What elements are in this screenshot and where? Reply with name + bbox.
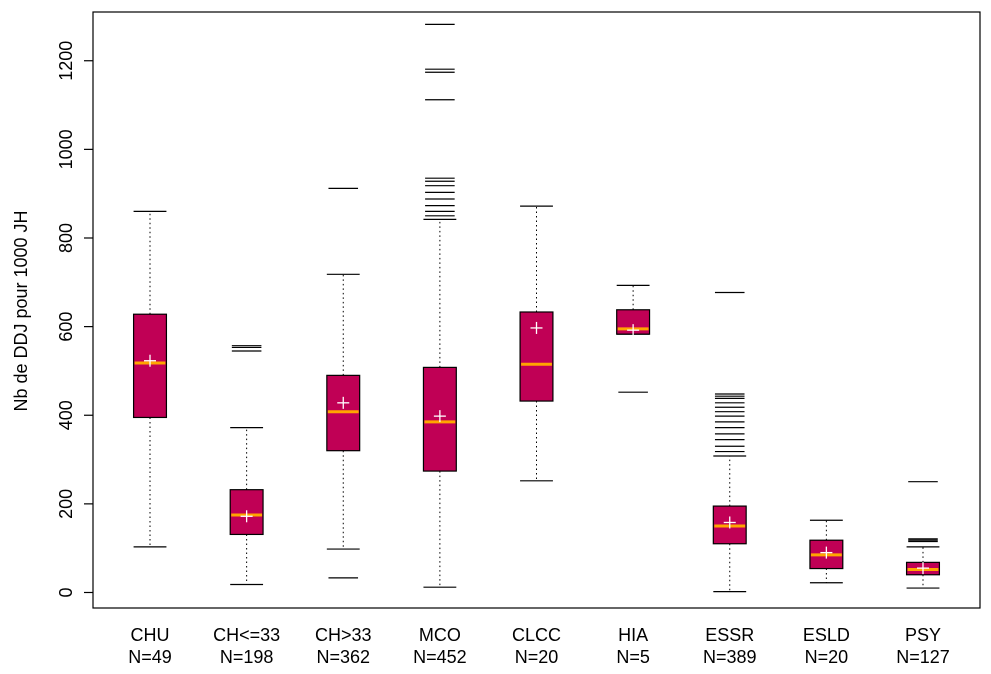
- box-chu: [132, 210, 168, 548]
- y-tick-label: 800: [56, 223, 76, 253]
- plot-border: [92, 11, 981, 609]
- box-ch-33: [326, 187, 361, 579]
- y-tick-label: 200: [56, 489, 76, 519]
- plot-frame: [92, 11, 981, 609]
- x-count-label: N=362: [316, 647, 370, 667]
- box-clcc: [519, 205, 554, 482]
- box-esld: [809, 519, 844, 584]
- x-count-label: N=452: [413, 647, 467, 667]
- y-tick-label: 0: [56, 587, 76, 597]
- y-tick-label: 400: [56, 400, 76, 430]
- x-category-label: PSY: [905, 625, 941, 645]
- x-count-label: N=198: [220, 647, 274, 667]
- x-category-label: HIA: [618, 625, 648, 645]
- box-mco: [422, 23, 457, 588]
- x-count-label: N=49: [128, 647, 172, 667]
- y-axis-title: Nb de DDJ pour 1000 JH: [11, 210, 31, 411]
- x-category-label: CHU: [131, 625, 170, 645]
- x-count-label: N=20: [515, 647, 559, 667]
- y-axis: 0 200 400 600 800 1000 1200: [56, 41, 93, 597]
- x-category-label: CH<=33: [213, 625, 280, 645]
- x-count-label: N=127: [896, 647, 950, 667]
- box-psy: [905, 481, 941, 589]
- box-hia: [616, 284, 651, 393]
- x-count-label: N=389: [703, 647, 757, 667]
- x-category-label: ESSR: [705, 625, 754, 645]
- y-tick-label: 600: [56, 312, 76, 342]
- box-essr: [712, 291, 747, 593]
- boxes: [132, 23, 941, 593]
- x-category-label: CH>33: [315, 625, 372, 645]
- x-category-label: CLCC: [512, 625, 561, 645]
- box-ch-33: [229, 345, 264, 586]
- x-category-label: MCO: [419, 625, 461, 645]
- y-tick-label: 1200: [56, 41, 76, 81]
- x-count-label: N=20: [805, 647, 849, 667]
- x-category-label: ESLD: [803, 625, 850, 645]
- x-count-label: N=5: [616, 647, 650, 667]
- y-tick-label: 1000: [56, 129, 76, 169]
